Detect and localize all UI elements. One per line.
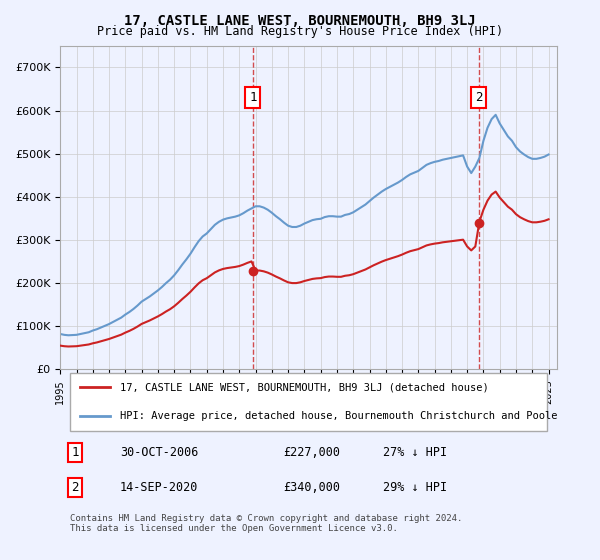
Text: 30-OCT-2006: 30-OCT-2006 xyxy=(120,446,198,459)
Text: 14-SEP-2020: 14-SEP-2020 xyxy=(120,481,198,494)
Text: 1: 1 xyxy=(249,91,257,104)
Text: 27% ↓ HPI: 27% ↓ HPI xyxy=(383,446,447,459)
Text: 1: 1 xyxy=(71,446,79,459)
Text: 17, CASTLE LANE WEST, BOURNEMOUTH, BH9 3LJ (detached house): 17, CASTLE LANE WEST, BOURNEMOUTH, BH9 3… xyxy=(120,382,488,393)
Text: HPI: Average price, detached house, Bournemouth Christchurch and Poole: HPI: Average price, detached house, Bour… xyxy=(120,411,557,421)
Text: £340,000: £340,000 xyxy=(284,481,341,494)
Text: £227,000: £227,000 xyxy=(284,446,341,459)
Text: Price paid vs. HM Land Registry's House Price Index (HPI): Price paid vs. HM Land Registry's House … xyxy=(97,25,503,38)
FancyBboxPatch shape xyxy=(70,372,547,431)
Text: 2: 2 xyxy=(71,481,79,494)
Text: Contains HM Land Registry data © Crown copyright and database right 2024.
This d: Contains HM Land Registry data © Crown c… xyxy=(70,514,463,533)
Text: 2: 2 xyxy=(475,91,482,104)
Text: 29% ↓ HPI: 29% ↓ HPI xyxy=(383,481,447,494)
Text: 17, CASTLE LANE WEST, BOURNEMOUTH, BH9 3LJ: 17, CASTLE LANE WEST, BOURNEMOUTH, BH9 3… xyxy=(124,14,476,28)
